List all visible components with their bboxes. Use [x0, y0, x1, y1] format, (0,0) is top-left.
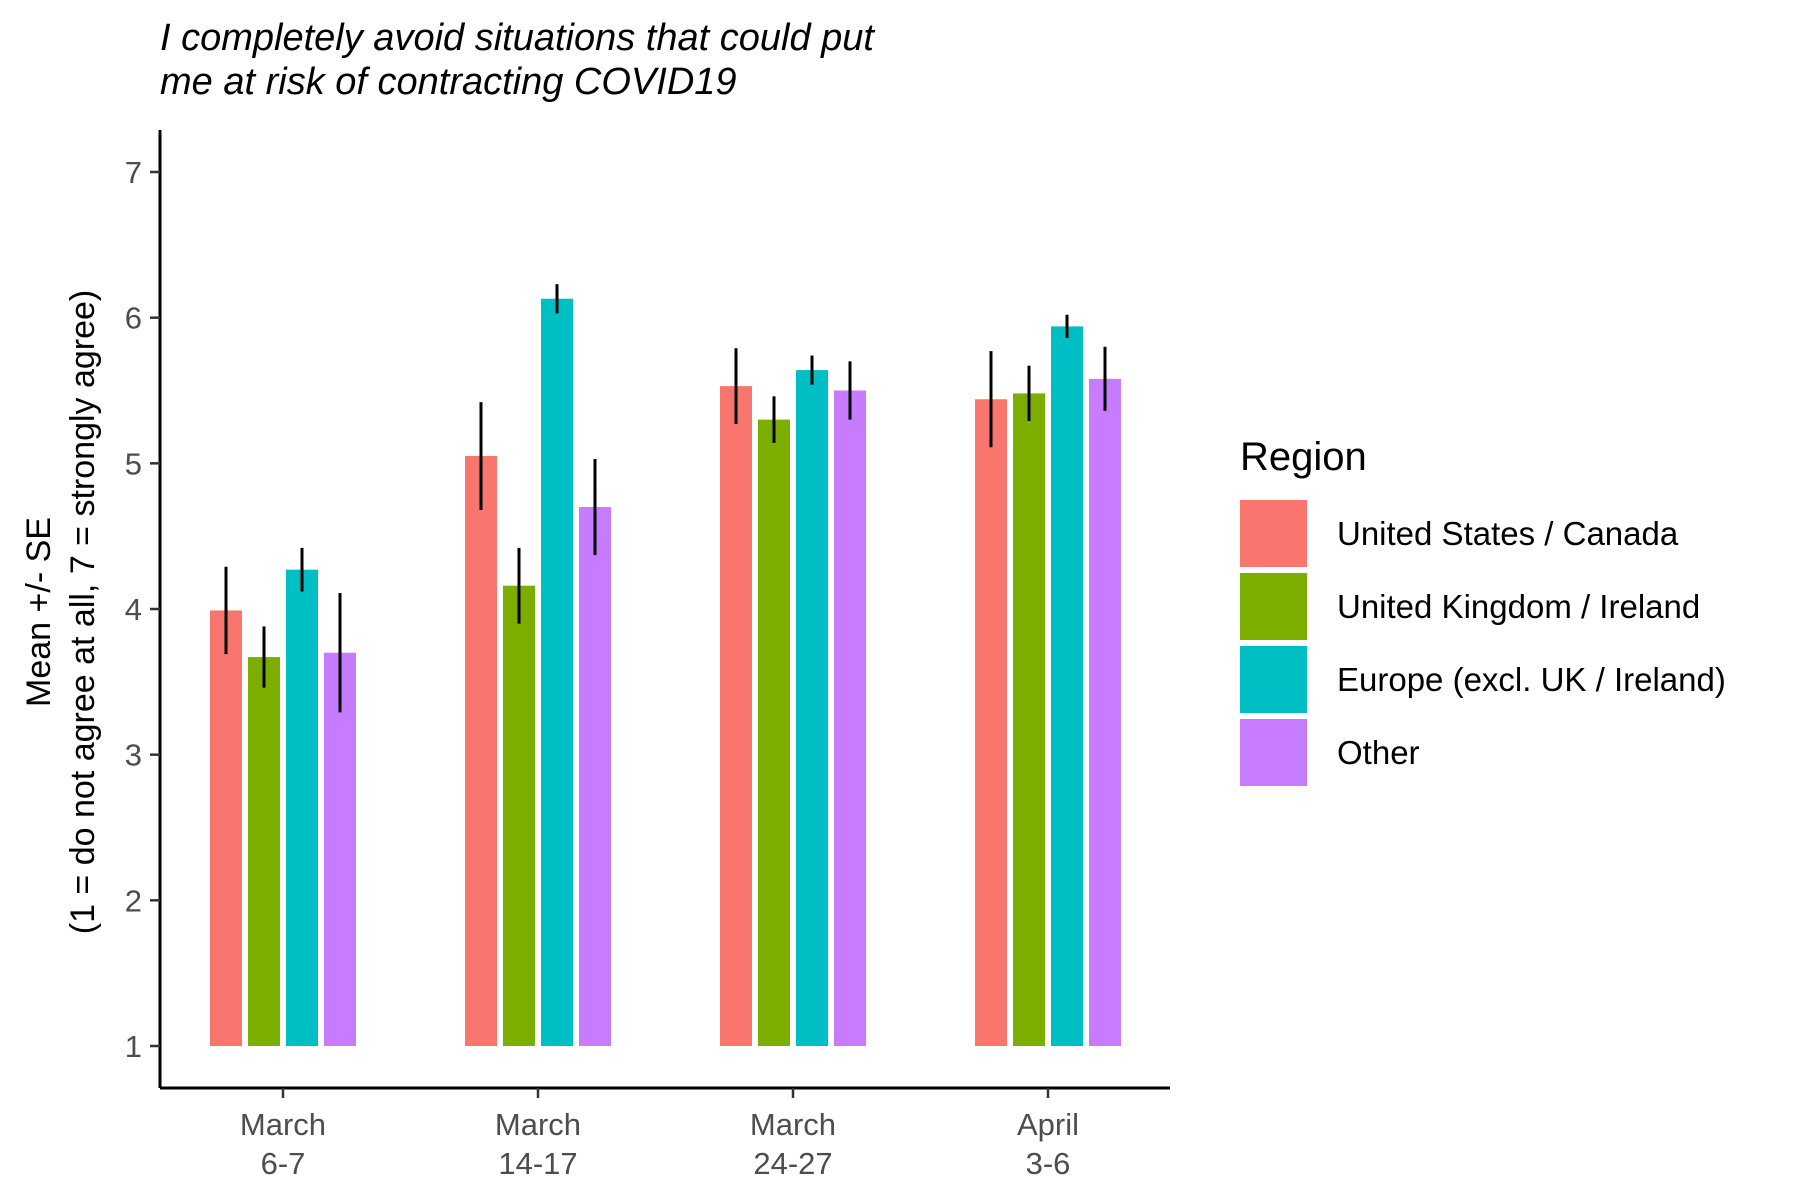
y-tick-label: 4 — [125, 592, 142, 627]
chart-title-line-1: I completely avoid situations that could… — [160, 17, 874, 59]
bar — [541, 298, 573, 1047]
y-tick-label: 2 — [125, 883, 142, 918]
y-axis-title-line-2: (1 = do not agree at all, 7 = strongly a… — [64, 290, 102, 935]
y-tick-label: 5 — [125, 446, 142, 481]
bar — [465, 456, 497, 1046]
bar — [1051, 326, 1083, 1046]
bar — [210, 610, 242, 1046]
x-tick-label: March 24-27 — [750, 1107, 836, 1181]
y-tick-label: 7 — [125, 155, 142, 190]
legend-label: United States / Canada — [1337, 515, 1679, 552]
bar — [248, 657, 280, 1046]
y-tick-label: 1 — [125, 1029, 142, 1064]
bar — [720, 386, 752, 1046]
y-axis-title-line-1: Mean +/- SE — [20, 517, 58, 707]
bar — [324, 652, 356, 1046]
x-tick-label: March 6-7 — [240, 1107, 326, 1181]
plot-area: 1 2 3 4 5 6 7 March 6-7 March 14-17 March 24-27 April… — [125, 130, 1170, 1181]
y-axis-title: Mean +/- SE (1 = do not agree at all, 7 … — [20, 290, 102, 935]
y-tick-label: 3 — [125, 738, 142, 773]
legend-swatch — [1240, 646, 1307, 713]
bar — [286, 569, 318, 1046]
legend-label: Europe (excl. UK / Ireland) — [1337, 661, 1726, 698]
legend-items: United States / Canada United Kingdom / I… — [1240, 500, 1726, 786]
bar — [503, 585, 535, 1046]
legend: Region United States / Canada United King… — [1240, 435, 1726, 786]
legend-label: Other — [1337, 734, 1420, 771]
legend-label: United Kingdom / Ireland — [1337, 588, 1700, 625]
chart-title: I completely avoid situations that could… — [160, 16, 874, 104]
chart-title-line-2: me at risk of contracting COVID19 — [160, 61, 737, 103]
bar — [1089, 378, 1121, 1046]
legend-title: Region — [1240, 435, 1367, 479]
x-tick-label: March 14-17 — [495, 1107, 581, 1181]
bar — [796, 370, 828, 1046]
legend-swatch — [1240, 719, 1307, 786]
bar — [834, 390, 866, 1046]
bar — [579, 507, 611, 1046]
x-tick-label: April 3-6 — [1017, 1107, 1079, 1181]
legend-swatch — [1240, 573, 1307, 640]
y-tick-label: 6 — [125, 301, 142, 336]
bar — [1013, 393, 1045, 1046]
legend-swatch — [1240, 500, 1307, 567]
bar — [758, 419, 790, 1047]
bar — [975, 399, 1007, 1046]
